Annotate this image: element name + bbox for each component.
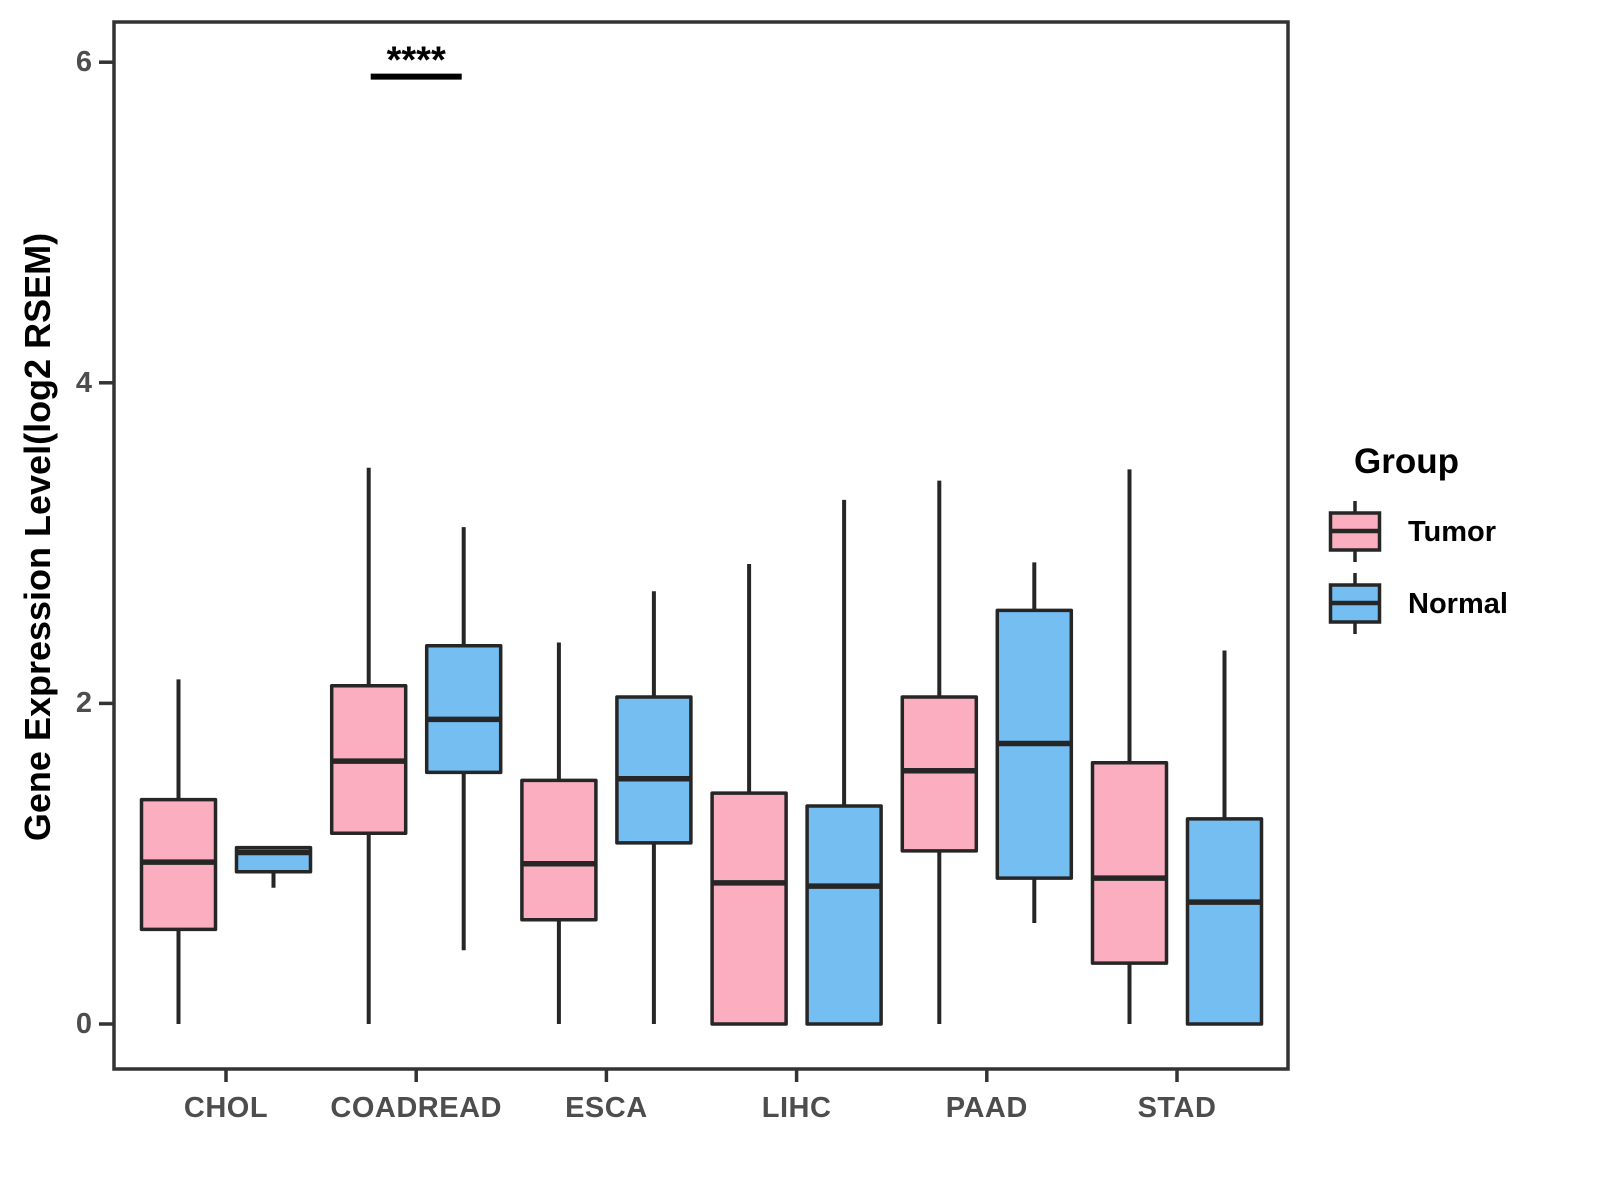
legend-item-label: Tumor [1408,515,1497,548]
legend-key-boxplot-icon [1328,501,1382,562]
legend: Group Tumor Normal [1328,440,1598,644]
legend-item-tumor: Tumor [1328,500,1598,564]
y-axis-title: Gene Expression Level(log2 RSEM) [17,232,58,842]
legend-key-boxplot-icon [1328,573,1382,634]
x-axis-label: LIHC [761,1092,832,1124]
legend-item-label: Normal [1408,587,1508,620]
box-PAAD-Tumor [900,695,979,853]
significance-stars: **** [387,40,446,82]
box-LIHC-Tumor [710,791,788,1026]
box-COADREAD-Normal [424,643,503,775]
x-axis-label: COADREAD [330,1092,502,1124]
box-ESCA-Tumor [520,778,598,922]
x-axis-label: CHOL [183,1092,269,1124]
box-STAD-Tumor [1090,760,1169,965]
panel-border [112,20,1290,1071]
legend-items: Tumor Normal [1328,500,1598,636]
y-tick-label: 6 [75,46,92,79]
x-axis-label: ESCA [565,1092,648,1124]
y-tick-label: 4 [75,366,92,399]
x-axis-label: STAD [1137,1092,1217,1124]
x-axis-label: PAAD [945,1092,1028,1124]
y-tick-label: 2 [75,687,92,720]
legend-item-normal: Normal [1328,572,1598,636]
box-LIHC-Normal [805,804,883,1026]
box-ESCA-Normal [615,695,693,845]
box-STAD-Normal [1185,817,1264,1026]
y-tick-label: 0 [75,1008,92,1040]
legend-title: Group [1354,442,1459,481]
